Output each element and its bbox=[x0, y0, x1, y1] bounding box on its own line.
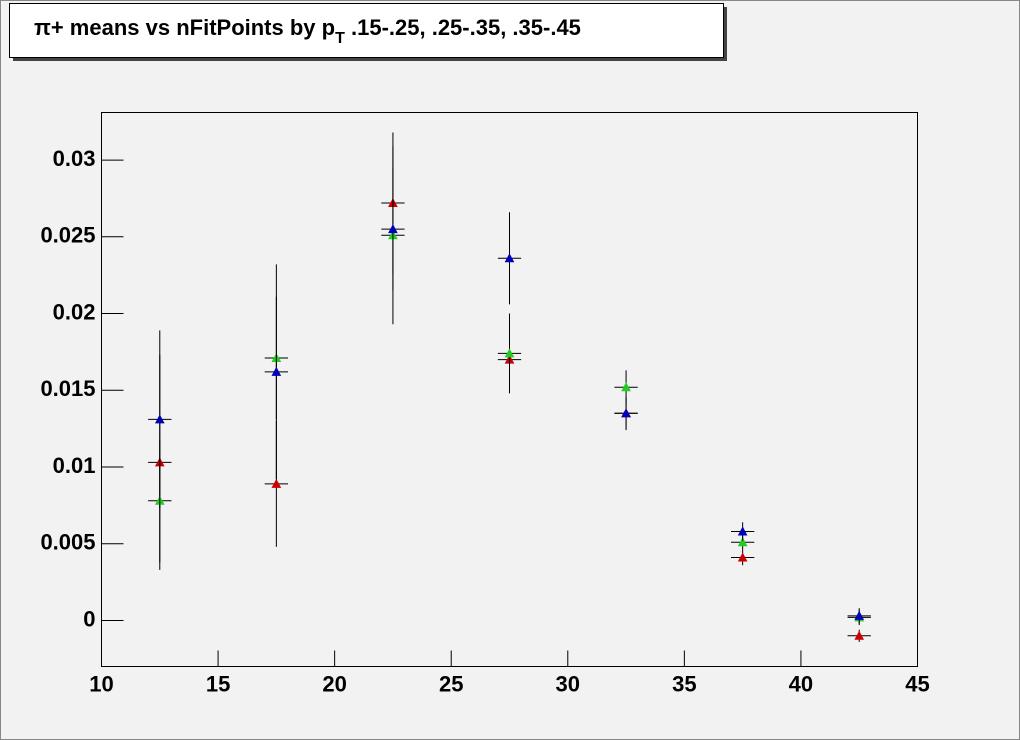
y-tick-label: 0.025 bbox=[40, 223, 95, 248]
marker bbox=[737, 552, 748, 562]
title-rest: .15-.25, .25-.35, .35-.45 bbox=[345, 15, 581, 40]
x-tick-label: 20 bbox=[322, 671, 346, 696]
y-tick-label: 0.005 bbox=[40, 530, 95, 555]
marker bbox=[621, 382, 631, 392]
y-tick-label: 0.03 bbox=[53, 146, 96, 171]
marker bbox=[621, 408, 631, 418]
marker bbox=[271, 366, 282, 376]
title-box bbox=[9, 3, 724, 58]
x-tick-label: 35 bbox=[672, 671, 696, 696]
marker bbox=[504, 253, 515, 263]
marker bbox=[154, 414, 165, 424]
marker bbox=[504, 348, 515, 358]
marker bbox=[854, 610, 865, 620]
x-tick-label: 30 bbox=[556, 671, 580, 696]
x-tick-label: 40 bbox=[789, 671, 813, 696]
x-tick-label: 10 bbox=[89, 671, 113, 696]
y-tick-label: 0.01 bbox=[53, 453, 96, 478]
marker bbox=[737, 526, 748, 536]
marker bbox=[388, 224, 398, 234]
title-subscript: T bbox=[335, 30, 345, 47]
x-tick-label: 25 bbox=[439, 671, 463, 696]
y-tick-label: 0.015 bbox=[40, 376, 95, 401]
marker bbox=[271, 478, 282, 488]
chart-title: π+ means vs nFitPoints by pT .15-.25, .2… bbox=[34, 15, 581, 47]
y-tick-label: 0.02 bbox=[53, 299, 96, 324]
title-main: π+ means vs nFitPoints by p bbox=[34, 15, 335, 40]
marker bbox=[737, 537, 748, 547]
x-tick-label: 15 bbox=[206, 671, 230, 696]
y-tick-label: 0 bbox=[83, 606, 95, 631]
marker bbox=[854, 630, 865, 640]
x-tick-label: 45 bbox=[905, 671, 929, 696]
